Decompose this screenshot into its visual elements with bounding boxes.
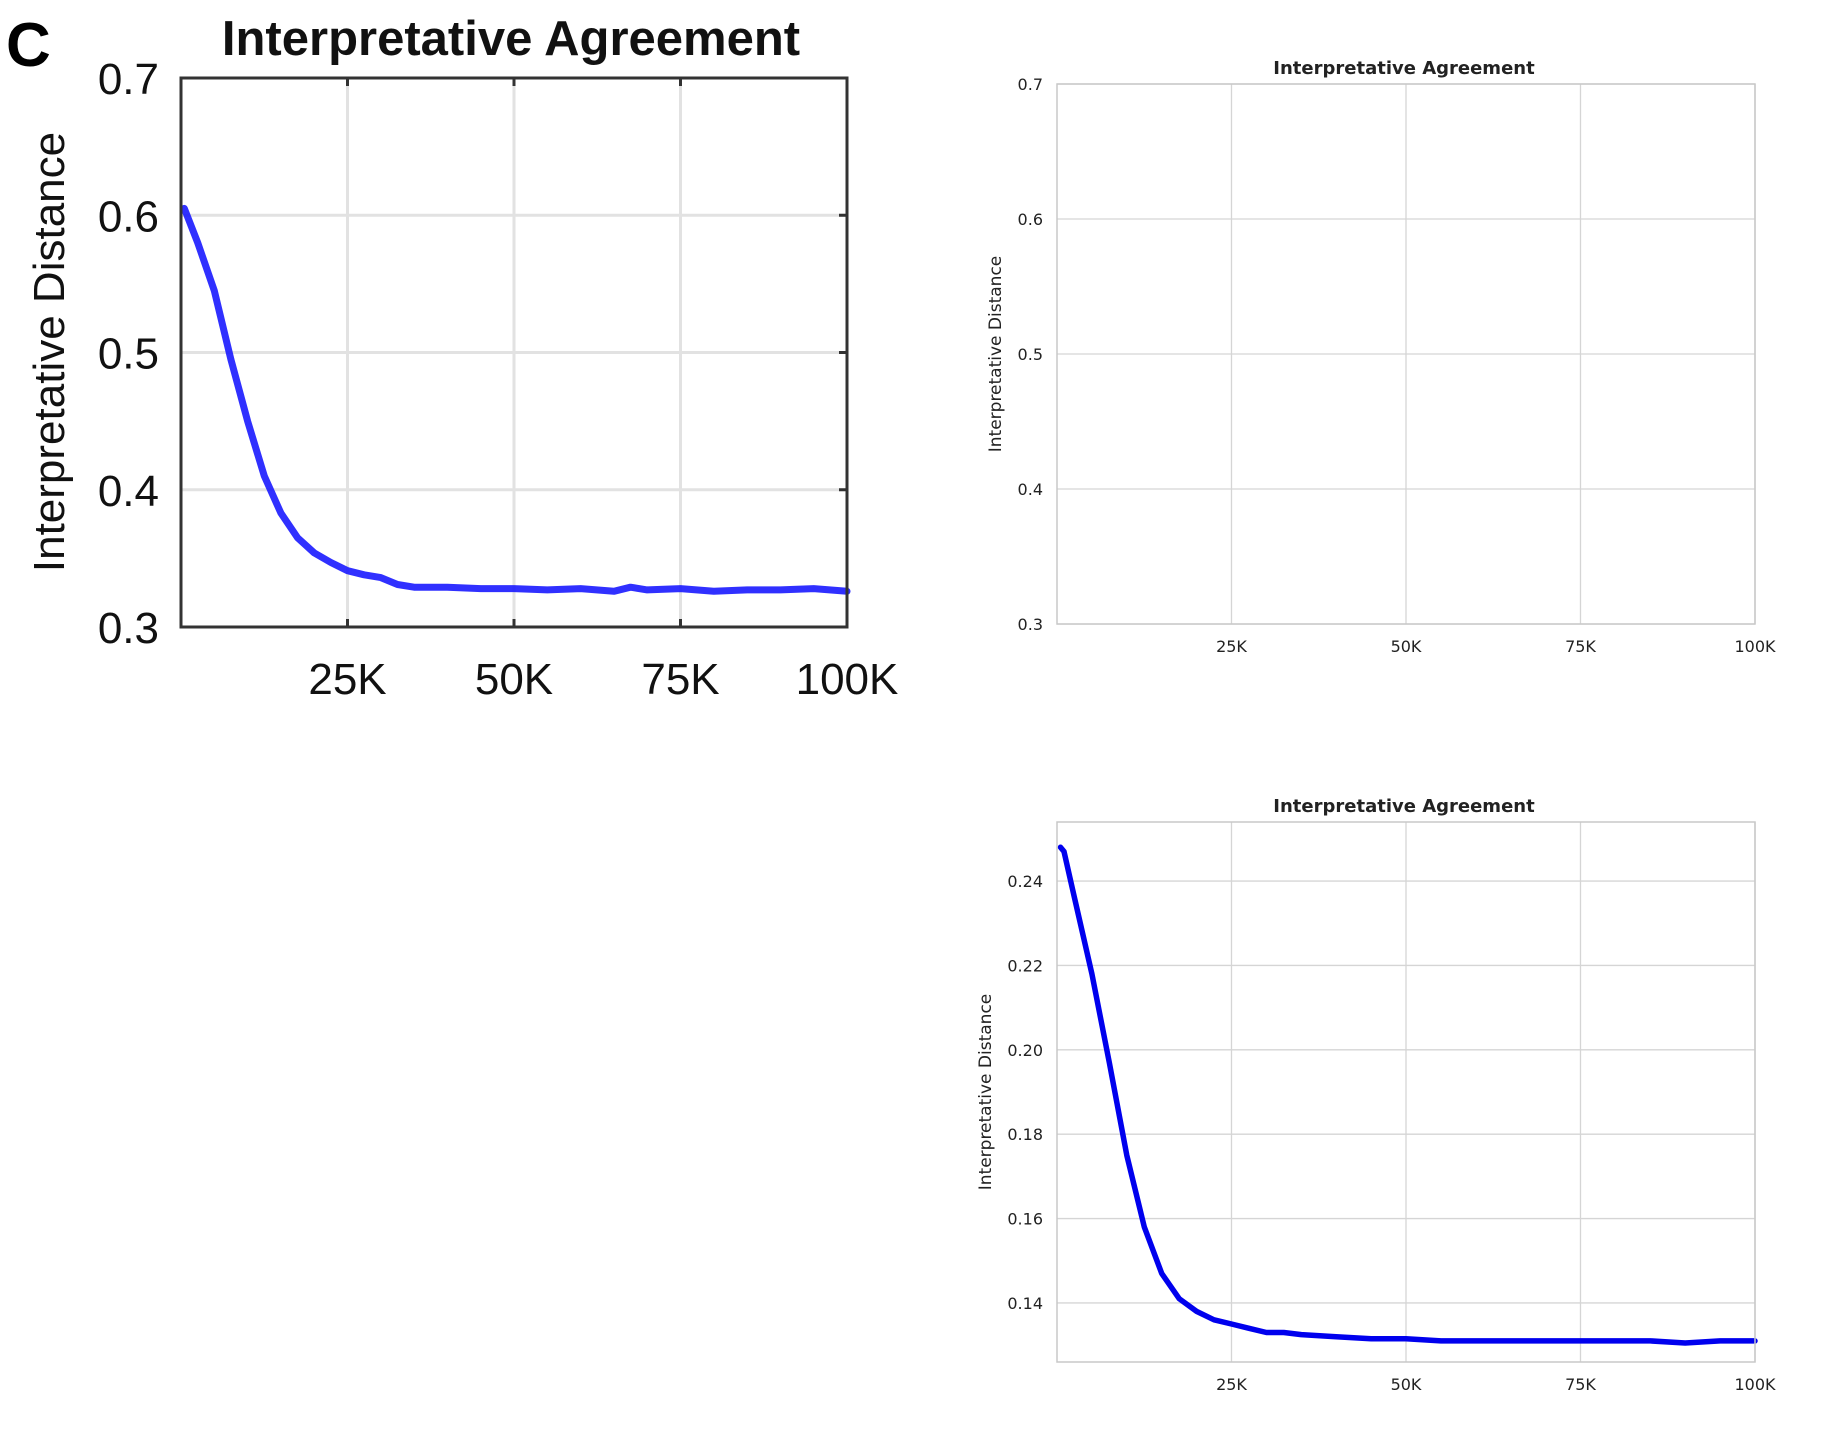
- x-tick-label: 25K: [1216, 637, 1247, 656]
- y-axis-label: Interpretative Distance: [986, 256, 1006, 453]
- y-tick-label: 0.24: [1007, 872, 1043, 891]
- chart-title: Interpretative Agreement: [222, 12, 800, 66]
- chart-panel-c: C Interpretative Agreement 0.3 0.4 0.5 0.6 0…: [6, 11, 898, 704]
- y-tick-label: 0.7: [1018, 75, 1043, 94]
- y-tick-label: 0.14: [1007, 1294, 1043, 1313]
- x-tick-label: 25K: [1216, 1375, 1247, 1394]
- x-tick-label: 50K: [475, 655, 553, 704]
- y-tick-label: 0.7: [98, 55, 159, 104]
- y-axis-label: Interpretative Distance: [976, 994, 996, 1191]
- panel-letter: C: [6, 11, 51, 80]
- x-tick-label: 50K: [1391, 637, 1422, 656]
- y-tick-label: 0.5: [1018, 345, 1043, 364]
- y-axis-label: Interpretative Distance: [25, 132, 74, 572]
- x-tick-labels: 25K 50K 75K 100K: [308, 78, 898, 704]
- plot-frame: [179, 76, 849, 629]
- chart-title: Interpretative Agreement: [1273, 796, 1535, 817]
- grid-lines: [1057, 83, 1756, 625]
- y-tick-label: 0.3: [1018, 615, 1043, 634]
- series-lines: [1057, 844, 1758, 1346]
- x-tick-label: 100K: [1734, 637, 1776, 656]
- y-tick-label: 0.22: [1007, 956, 1043, 975]
- grid-lines: [181, 76, 849, 629]
- plot-frame: [1056, 83, 1756, 625]
- y-tick-label: 0.6: [98, 192, 159, 241]
- series-lines: [180, 204, 851, 595]
- series-line: [180, 204, 851, 595]
- x-tick-labels: 25K 50K 75K 100K: [1216, 637, 1776, 656]
- x-tick-label: 75K: [641, 655, 719, 704]
- y-tick-label: 0.4: [1018, 480, 1043, 499]
- chart-rescaled: Interpretative Agreement 0.14 0.16 0.18 0.2…: [976, 796, 1776, 1394]
- x-tick-labels: 25K 50K 75K 100K: [1216, 1375, 1776, 1394]
- y-tick-label: 0.5: [98, 330, 159, 379]
- y-tick-label: 0.4: [98, 467, 159, 516]
- x-tick-label: 75K: [1565, 637, 1596, 656]
- y-tick-label: 0.6: [1018, 210, 1043, 229]
- y-tick-label: 0.18: [1007, 1125, 1043, 1144]
- chart-empty-axes: Interpretative Agreement 0.3 0.4 0.5 0.6 0.7…: [986, 58, 1776, 656]
- y-tick-label: 0.20: [1007, 1041, 1043, 1060]
- y-tick-label: 0.16: [1007, 1210, 1043, 1229]
- y-tick-labels: 0.14 0.16 0.18 0.20 0.22 0.24: [1007, 872, 1043, 1313]
- x-tick-label: 100K: [1734, 1375, 1776, 1394]
- grid-lines: [1057, 822, 1756, 1362]
- x-tick-label: 75K: [1565, 1375, 1596, 1394]
- y-tick-labels: 0.3 0.4 0.5 0.6 0.7: [1018, 75, 1043, 634]
- x-tick-label: 100K: [796, 655, 899, 704]
- chart-title: Interpretative Agreement: [1273, 58, 1535, 79]
- series-line: [1057, 844, 1758, 1346]
- x-tick-label: 25K: [308, 655, 386, 704]
- x-tick-label: 50K: [1391, 1375, 1422, 1394]
- y-tick-label: 0.3: [98, 604, 159, 653]
- plot-frame: [1056, 821, 1756, 1363]
